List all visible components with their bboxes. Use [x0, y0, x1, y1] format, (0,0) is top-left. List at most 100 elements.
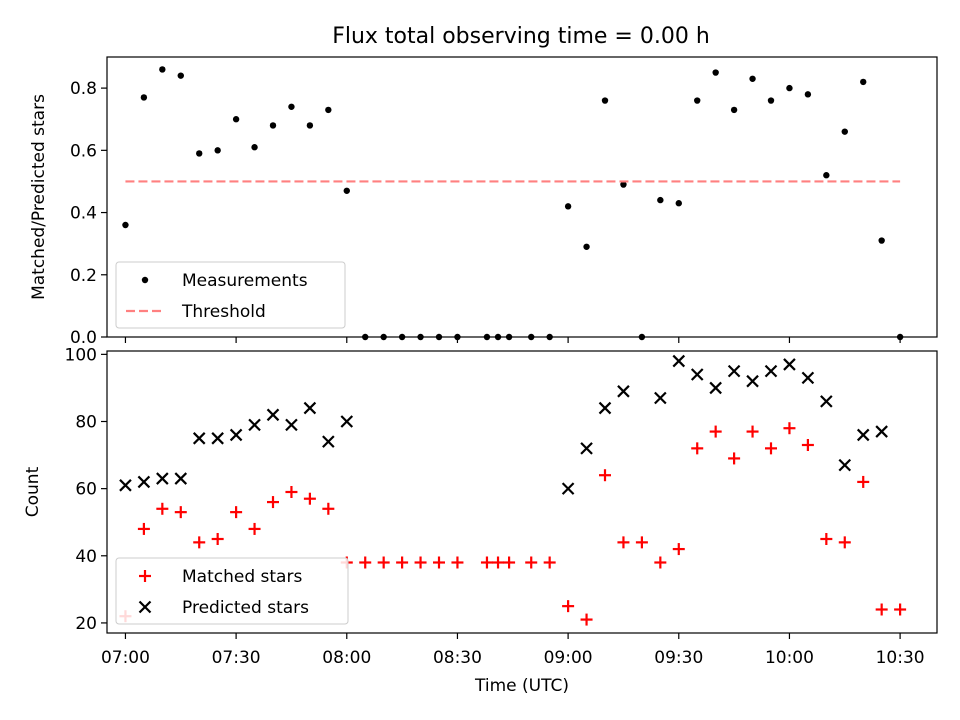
measurement-point [417, 333, 424, 341]
axes-frame [106, 350, 938, 634]
predicted-star-point [856, 428, 870, 442]
predicted-star-point [875, 425, 888, 438]
x-tick-label: 08:00 [322, 648, 371, 668]
matched-star-point [230, 506, 243, 519]
x-tick-label: 10:00 [765, 648, 814, 668]
matched-star-point [503, 556, 516, 569]
y-axis-label: Matched/Predicted stars [29, 94, 49, 300]
matched-star-point [396, 556, 409, 569]
measurement-point [251, 144, 258, 151]
x-b [192, 432, 206, 445]
legend-box [115, 261, 346, 329]
predicted-star-point [285, 418, 298, 432]
matched-star-point [492, 556, 505, 569]
predicted-star-point [248, 418, 261, 432]
y-axis-label: Count [23, 466, 43, 517]
matched-star-point [322, 502, 335, 515]
measurement-point [196, 150, 203, 157]
y-tick-label: 60 [75, 480, 97, 500]
top-panel: 0.0 0.2 0.4 0.6 0.8 Matched/Predicted stars Me… [29, 56, 938, 348]
y-tick-label: 20 [75, 614, 97, 634]
matched-star-point [248, 522, 261, 535]
x-b [285, 418, 298, 432]
x-tick-label: 09:30 [654, 648, 703, 668]
matched-star-point [562, 600, 575, 613]
y-tick-label: 0.0 [70, 328, 97, 348]
matched-star-point [156, 502, 169, 515]
matched-star-point [765, 442, 777, 455]
measurement-point [398, 333, 406, 341]
x-b [561, 482, 575, 495]
predicted-star-point [598, 401, 612, 415]
measurement-point [288, 103, 295, 110]
predicted-star-point [119, 479, 132, 492]
x-b [119, 479, 132, 492]
matched-star-point [857, 475, 870, 488]
matched-star-point [414, 556, 427, 569]
matched-star-point [801, 439, 814, 451]
x-b [856, 428, 870, 442]
predicted-star-point [709, 381, 722, 395]
predicted-star-point [727, 364, 741, 378]
matched-star-point [480, 556, 493, 569]
matched-star-point [525, 556, 538, 569]
x-tick-label: 09:00 [544, 648, 593, 668]
matched-star-point [267, 496, 279, 509]
matched-star-point [543, 556, 556, 569]
legend-box [115, 557, 349, 625]
axes-frame [106, 56, 938, 338]
predicted-star-point [303, 401, 317, 415]
predicted-star-point [690, 368, 704, 381]
measurement-point [325, 106, 332, 114]
y-tick-label: 100 [65, 345, 97, 365]
matched-star-point [820, 533, 833, 545]
predicted-star-point [820, 395, 833, 408]
matched-star-point [654, 556, 667, 569]
measurement-point [269, 122, 277, 129]
matched-star-point [838, 536, 851, 549]
x-b [248, 418, 261, 432]
x-b [820, 395, 833, 408]
predicted-star-point [192, 432, 206, 445]
measurement-point [435, 333, 443, 341]
measurement-point [675, 200, 682, 207]
measurement-point [214, 147, 221, 154]
measurement-point [483, 333, 491, 341]
x-b [672, 354, 686, 368]
measurement-point [620, 181, 627, 188]
x-b [303, 401, 317, 415]
matched-star-point [377, 556, 390, 569]
matched-star-point [894, 603, 907, 616]
measurement-point [767, 97, 775, 104]
x-b [174, 472, 188, 485]
y-tick-label: 0.8 [70, 79, 97, 99]
legend: Measurements Threshold [115, 261, 346, 329]
legend-x-b [138, 600, 152, 614]
predicted-star-point [174, 472, 188, 485]
predicted-star-point [322, 435, 335, 448]
measurement-point [343, 187, 350, 194]
legend: Matched stars Predicted stars [115, 557, 349, 625]
legend-marker-dot [141, 276, 149, 284]
legend-label: Measurements [182, 271, 308, 291]
measurement-point [380, 333, 387, 341]
x-b [690, 368, 704, 381]
matched-star-point [709, 425, 722, 438]
matched-star-point [617, 536, 630, 549]
measurement-point [896, 333, 904, 341]
measurement-point [638, 333, 646, 341]
x-b [746, 374, 759, 388]
matched-star-point [211, 533, 224, 545]
x-b [654, 391, 667, 405]
matched-star-point [193, 536, 206, 549]
predicted-star-point [764, 364, 778, 378]
x-b [783, 358, 796, 371]
x-b [322, 435, 335, 448]
predicted-star-point [266, 408, 280, 422]
predicted-star-point [672, 354, 686, 368]
matched-star-point [451, 556, 464, 569]
matched-star-point [691, 442, 704, 455]
x-b [838, 458, 852, 472]
predicted-star-point [340, 415, 354, 428]
